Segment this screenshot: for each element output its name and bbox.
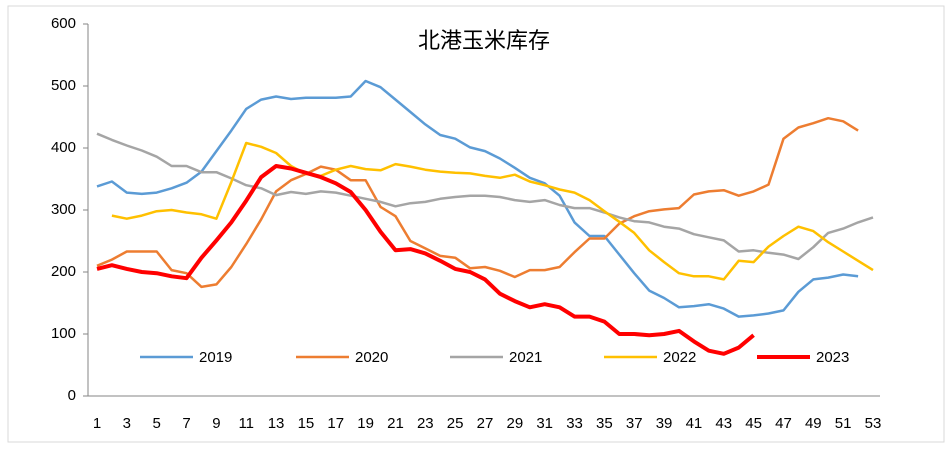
- y-tick-label: 500: [51, 77, 76, 94]
- x-tick-label: 13: [268, 415, 285, 432]
- x-tick-label: 21: [387, 415, 404, 432]
- x-tick-label: 23: [417, 415, 434, 432]
- y-tick-label: 300: [51, 201, 76, 218]
- legend-label: 2020: [355, 349, 388, 366]
- series-line: [96, 164, 755, 356]
- x-tick-label: 19: [357, 415, 374, 432]
- x-tick-label: 47: [775, 415, 792, 432]
- x-tick-label: 41: [686, 415, 703, 432]
- x-tick-label: 25: [447, 415, 464, 432]
- legend-label: 2021: [509, 349, 542, 366]
- legend-label: 2023: [816, 349, 849, 366]
- series-line: [96, 132, 874, 261]
- x-tick-label: 11: [238, 415, 254, 432]
- x-tick-label: 45: [745, 415, 762, 432]
- x-tick-label: 3: [123, 415, 131, 432]
- series-line: [96, 116, 859, 289]
- chart-title: 北港玉米库存: [418, 28, 550, 53]
- chart-border: [7, 5, 945, 443]
- x-tick-label: 31: [536, 415, 553, 432]
- series-line: [111, 141, 874, 281]
- x-tick-label: 53: [865, 415, 882, 432]
- y-tick-label: 600: [51, 15, 76, 32]
- y-tick-label: 400: [51, 139, 76, 156]
- x-tick-label: 27: [477, 415, 494, 432]
- x-tick-label: 17: [327, 415, 344, 432]
- x-tick-label: 9: [212, 415, 220, 432]
- x-tick-label: 33: [566, 415, 583, 432]
- legend-label: 2022: [663, 349, 696, 366]
- x-tick-label: 5: [153, 415, 161, 432]
- x-tick-label: 49: [805, 415, 822, 432]
- legend-label: 2019: [199, 349, 232, 366]
- x-tick-label: 51: [835, 415, 852, 432]
- x-tick-label: 37: [626, 415, 643, 432]
- x-tick-label: 1: [93, 415, 101, 432]
- x-tick-label: 35: [596, 415, 613, 432]
- series-line: [96, 79, 859, 318]
- x-tick-label: 15: [298, 415, 315, 432]
- y-tick-label: 100: [51, 325, 76, 342]
- y-tick-label: 200: [51, 263, 76, 280]
- x-tick-label: 43: [715, 415, 732, 432]
- y-tick-label: 0: [68, 387, 76, 404]
- x-tick-label: 7: [182, 415, 190, 432]
- x-tick-label: 39: [656, 415, 673, 432]
- x-tick-label: 29: [507, 415, 524, 432]
